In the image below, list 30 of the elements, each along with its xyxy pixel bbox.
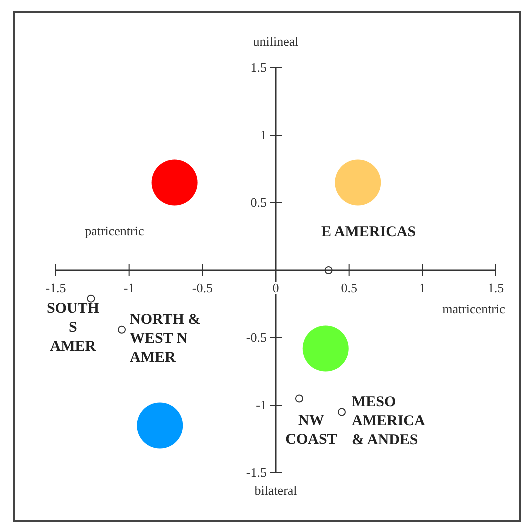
annotation: SOUTH S AMER — [46, 300, 100, 355]
y-tick-label: 1.5 — [250, 60, 267, 75]
x-tick-label: 1 — [419, 280, 426, 296]
y-tick-label: -1 — [256, 398, 267, 412]
x-tick-label: -0.5 — [192, 280, 213, 296]
point — [87, 294, 96, 303]
point — [338, 408, 346, 416]
y-tick-label: 1 — [260, 128, 267, 142]
x-axis-title: matricentric — [442, 302, 506, 316]
point — [335, 160, 382, 206]
y-tick-label: -0.5 — [246, 330, 267, 345]
point — [295, 394, 304, 403]
annotation: MESO AMERICA & ANDES — [352, 394, 426, 448]
y-axis-title: unilineal — [253, 34, 300, 49]
annotation: patricentric — [85, 224, 144, 238]
text: bilateral — [254, 483, 298, 498]
x-tick-label: -1 — [124, 280, 135, 296]
x-tick-label: 0.5 — [341, 280, 358, 296]
point — [302, 326, 349, 372]
point — [118, 326, 126, 334]
annotation: E AMERICAS — [321, 224, 416, 240]
point — [152, 160, 198, 206]
x-tick-label: -1.5 — [46, 280, 66, 296]
annotation: NW COAST — [286, 412, 338, 448]
point — [137, 402, 184, 449]
y-tick-label: 0.5 — [250, 195, 267, 210]
x-tick-label: 1.5 — [488, 280, 504, 296]
annotation: NORTH & WEST N AMER — [130, 312, 201, 366]
point — [324, 266, 333, 274]
y-tick-label: -1.5 — [246, 465, 267, 480]
